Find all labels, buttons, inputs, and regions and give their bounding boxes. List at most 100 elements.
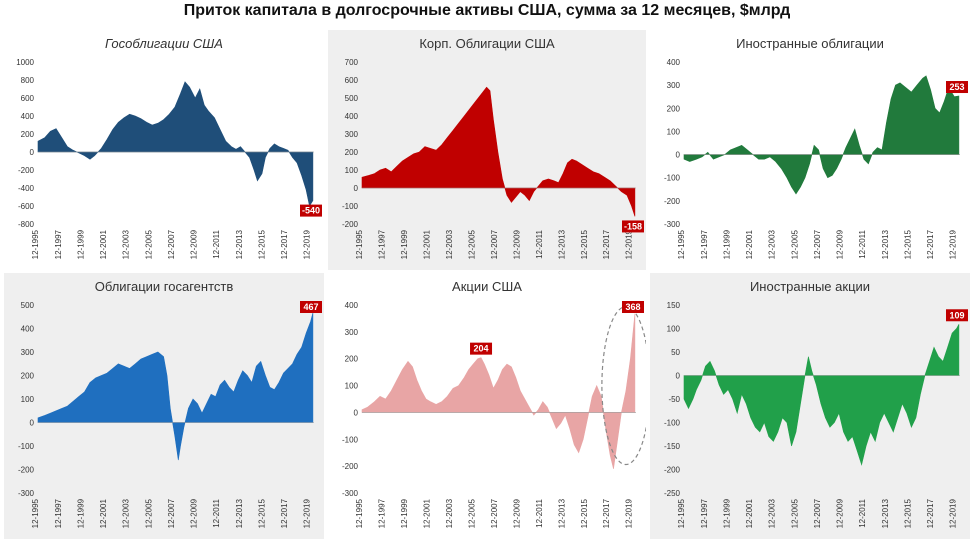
x-tick-label: 12-1995	[31, 498, 40, 528]
x-tick-label: 12-1997	[54, 498, 63, 528]
x-tick-label: 12-1997	[700, 229, 709, 259]
x-tick-label: 12-1997	[700, 498, 709, 528]
x-tick-label: 12-2011	[858, 498, 867, 527]
y-tick-label: 0	[30, 419, 35, 428]
x-tick-label: 12-2017	[602, 229, 611, 259]
x-tick-label: 12-2015	[903, 498, 912, 528]
y-tick-label: 300	[345, 328, 359, 337]
panel-title: Корп. Облигации США	[419, 36, 555, 51]
y-tick-label: 100	[345, 166, 359, 175]
x-tick-label: 12-2013	[881, 229, 890, 259]
y-tick-label: -200	[664, 197, 681, 206]
y-tick-label: 300	[21, 348, 35, 357]
y-tick-label: 150	[667, 301, 681, 310]
x-tick-label: 12-2009	[512, 498, 521, 528]
x-tick-label: 12-2001	[99, 498, 108, 528]
x-tick-label: 12-2013	[235, 229, 244, 259]
y-tick-label: -100	[664, 174, 681, 183]
x-tick-label: 12-2015	[257, 229, 266, 259]
x-tick-label: 12-2005	[144, 498, 153, 528]
callout-value: 253	[949, 82, 964, 92]
x-tick-label: 12-2007	[167, 498, 176, 528]
y-tick-label: -100	[342, 202, 359, 211]
x-tick-label: 12-2013	[557, 498, 566, 528]
y-tick-label: 0	[676, 372, 681, 381]
x-tick-label: 12-2001	[99, 229, 108, 259]
x-tick-label: 12-2019	[303, 229, 312, 259]
x-tick-label: 12-2007	[813, 229, 822, 259]
x-tick-label: 12-1995	[31, 229, 40, 259]
x-tick-label: 12-2005	[790, 229, 799, 259]
x-tick-label: 12-2009	[836, 498, 845, 528]
x-tick-label: 12-1995	[677, 229, 686, 259]
callout-badge: 368	[622, 301, 644, 313]
x-tick-label: 12-2009	[836, 229, 845, 259]
y-tick-label: 400	[345, 301, 359, 310]
series-area	[361, 313, 636, 469]
x-tick-label: 12-1999	[400, 229, 409, 259]
panel-title: Иностранные акции	[750, 279, 870, 294]
x-tick-label: 12-2007	[490, 229, 499, 259]
y-tick-label: 100	[21, 395, 35, 404]
x-tick-label: 12-2009	[512, 229, 521, 259]
callout-badge: -158	[622, 220, 644, 233]
x-tick-label: 12-2009	[190, 229, 199, 259]
y-tick-label: 100	[667, 127, 681, 136]
panel-us-treasuries: Гособлигации США -800 -600 -400 -200 0 200 400 6…	[4, 30, 324, 270]
x-tick-label: 12-1997	[54, 229, 63, 259]
y-tick-label: -250	[664, 489, 681, 498]
callout-badge: 109	[946, 309, 968, 322]
y-tick-label: -300	[342, 489, 359, 498]
x-tick-label: 12-1997	[378, 498, 387, 528]
x-tick-label: 12-2003	[122, 229, 131, 259]
x-tick-label: 12-2005	[144, 229, 153, 259]
chart-main-title: Приток капитала в долгосрочные активы СШ…	[183, 2, 791, 19]
callout-badge: 467	[300, 301, 322, 313]
y-tick-label: 200	[21, 372, 35, 381]
y-tick-label: -400	[18, 184, 35, 193]
x-tick-label: 12-1997	[378, 229, 387, 259]
chart-svg: Гособлигации США -800 -600 -400 -200 0 200 400 6…	[4, 30, 324, 270]
y-tick-label: -200	[342, 220, 359, 229]
x-tick-label: 12-1995	[355, 229, 364, 259]
callout-value: 204	[474, 344, 489, 354]
chart-svg: Акции США -300 -200 -100 0 100 200 300 400 12-199…	[328, 273, 646, 539]
x-tick-label: 12-2011	[535, 498, 544, 527]
x-tick-label: 12-1999	[722, 498, 731, 528]
x-tick-label: 12-2013	[881, 498, 890, 528]
x-tick-label: 12-2011	[535, 229, 544, 258]
x-tick-label: 12-2011	[858, 229, 867, 258]
series-area	[361, 86, 636, 217]
y-tick-label: -100	[342, 435, 359, 444]
y-tick-label: 200	[667, 104, 681, 113]
y-tick-label: 0	[30, 148, 35, 157]
y-tick-label: 500	[345, 94, 359, 103]
y-tick-label: 200	[345, 355, 359, 364]
x-tick-label: 12-2005	[790, 498, 799, 528]
y-tick-label: 50	[671, 348, 680, 357]
panel-title: Иностранные облигации	[736, 36, 884, 51]
x-tick-label: 12-2011	[212, 498, 221, 527]
x-tick-label: 12-1999	[76, 229, 85, 259]
x-tick-label: 12-2007	[813, 498, 822, 528]
callout-value: 368	[625, 302, 640, 312]
panel-foreign-equities: Иностранные акции -250 -200 -150 -100 -50 0 50 1…	[650, 273, 970, 539]
y-tick-label: 300	[345, 130, 359, 139]
x-tick-label: 12-2003	[445, 229, 454, 259]
x-tick-label: 12-2005	[468, 498, 477, 528]
x-tick-label: 12-2003	[445, 498, 454, 528]
panel-title: Акции США	[452, 279, 522, 294]
x-tick-label: 12-2001	[745, 498, 754, 528]
series-area	[37, 81, 314, 207]
x-tick-label: 12-2013	[235, 498, 244, 528]
callout-value: 467	[303, 302, 318, 312]
y-tick-label: 400	[667, 58, 681, 67]
x-tick-label: 12-2011	[212, 229, 221, 258]
panel-background	[650, 273, 970, 539]
x-tick-label: 12-2017	[280, 229, 289, 259]
x-tick-label: 12-2003	[122, 498, 131, 528]
x-tick-label: 12-1999	[400, 498, 409, 528]
x-tick-label: 12-2001	[423, 498, 432, 528]
x-tick-label: 12-2017	[926, 229, 935, 259]
chart-svg: Корп. Облигации США -200 -100 0 100 200 300 400…	[328, 30, 646, 270]
